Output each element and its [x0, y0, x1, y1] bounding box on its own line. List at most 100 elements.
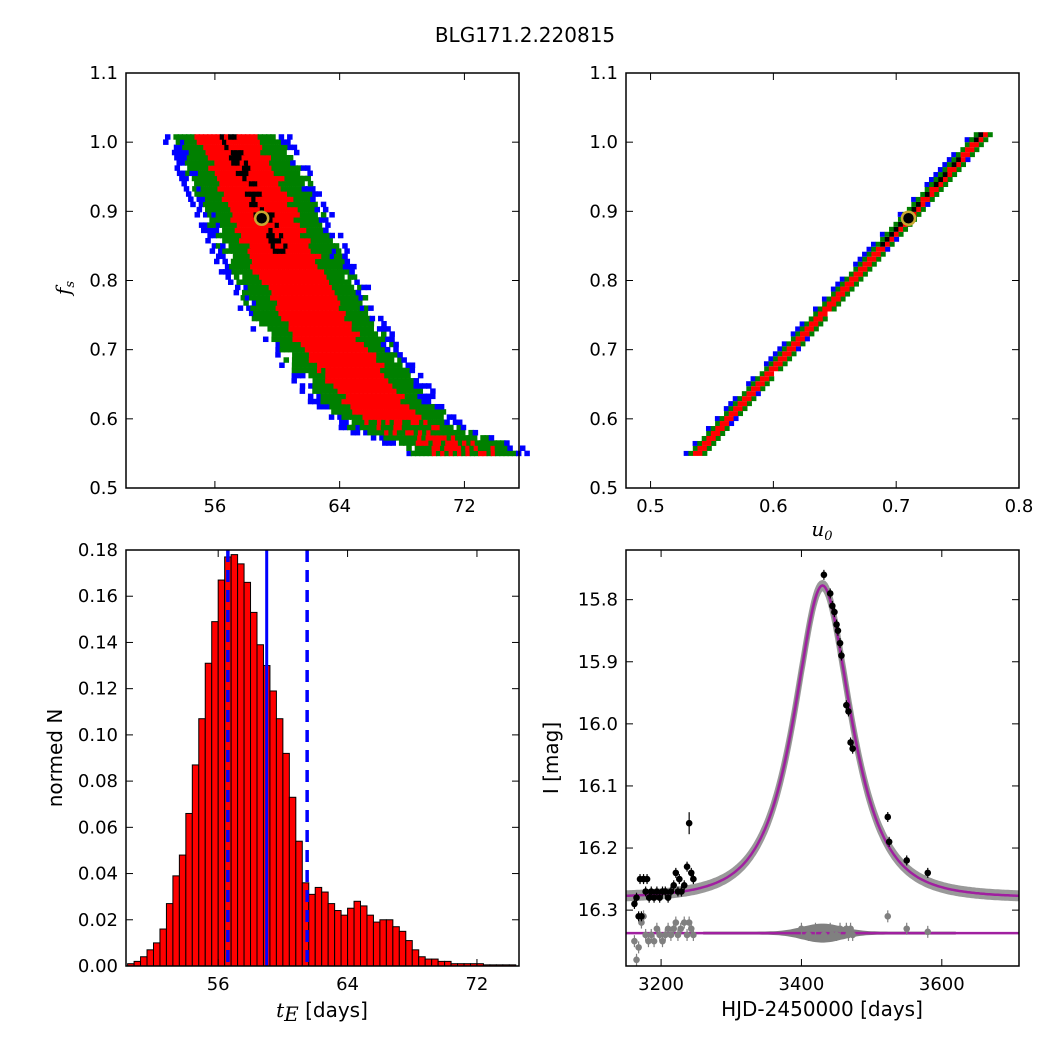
te-fs-density-cell — [302, 258, 308, 265]
te-fs-density-cell — [260, 237, 266, 244]
te-fs-density-cell — [286, 295, 293, 301]
te-fs-density-cell — [215, 191, 221, 197]
u0-fs-density-cell — [955, 152, 961, 158]
te-fs-density-cell — [220, 232, 226, 239]
te-fs-density-cell — [280, 196, 287, 202]
te-fs-density-cell — [257, 243, 264, 249]
u0-fs-density-cell — [750, 381, 756, 387]
te-fs-density-cell — [272, 206, 278, 213]
te-fs-density-cell — [450, 435, 457, 441]
te-fs-density-cell — [200, 175, 206, 182]
te-fs-density-cell — [303, 295, 310, 301]
te-fs-density-cell — [345, 398, 352, 405]
te-fs-density-cell — [504, 440, 510, 446]
te-fs-density-cell — [425, 393, 432, 400]
te-fs-density-cell — [338, 331, 345, 337]
u0-fs-density-cell — [732, 401, 738, 407]
te-fs-density-cell — [443, 424, 450, 431]
te-fs-density-cell — [405, 362, 412, 368]
te-fs-density-cell — [359, 424, 366, 431]
te-fs-density-cell — [305, 289, 311, 296]
te-fs-density-cell — [344, 300, 350, 306]
te-fs-density-cell — [265, 295, 272, 301]
u0-fs-density-cell — [840, 296, 846, 302]
te-fs-density-cell — [234, 186, 240, 192]
te-fs-density-cell — [389, 331, 395, 337]
te-fs-density-cell — [316, 279, 322, 285]
te-fs-density-cell — [274, 212, 281, 218]
te-fs-density-cell — [262, 154, 269, 161]
u0-fs-density-cell — [737, 396, 743, 402]
te-fs-density-cell — [289, 248, 296, 254]
u0-fs-density-cell — [817, 311, 823, 317]
te-fs-density-cell — [319, 269, 326, 275]
u0-fs-density-cell — [706, 435, 712, 441]
te-fs-density-cell — [251, 149, 258, 156]
te-fs-density-cell — [380, 367, 386, 374]
te-fs-density-cell — [368, 419, 375, 426]
te-fs-density-cell — [429, 414, 436, 420]
te-fs-density-cell — [204, 175, 210, 182]
te-fs-density-cell — [296, 362, 302, 368]
te-fs-density-cell — [376, 326, 383, 332]
u0-fs-density-cell — [760, 381, 766, 387]
panel-u0-fs: 0.5 0.6 0.7 0.80.50.60.70.80.91.01.1 u0 — [589, 63, 1033, 544]
te-fs-density-cell — [379, 403, 386, 410]
te-fs-density-cell — [247, 206, 253, 213]
te-fs-density-cell — [302, 284, 308, 291]
te-fs-density-cell — [322, 206, 329, 213]
te-fs-density-cell — [189, 160, 195, 166]
te-fs-density-cell — [384, 362, 390, 368]
te-fs-density-cell — [296, 352, 302, 358]
te-fs-density-cell — [397, 352, 403, 358]
te-fs-density-cell — [366, 414, 373, 420]
te-fs-density-cell — [337, 403, 344, 410]
te-fs-density-cell — [275, 154, 281, 161]
u0-fs-density-cell — [929, 181, 935, 187]
te-fs-density-cell — [259, 227, 266, 234]
te-fs-density-cell — [296, 165, 303, 171]
te-fs-density-cell — [307, 180, 314, 187]
te-fs-density-cell — [290, 269, 296, 275]
u0-fs-density-cell — [857, 256, 863, 262]
te-fs-density-cell — [274, 243, 281, 249]
te-fs-density-cell — [272, 237, 279, 244]
te-fs-density-cell — [292, 320, 299, 327]
te-histogram-ytick-label: 0.12 — [78, 679, 118, 700]
te-fs-density-cell — [364, 419, 370, 426]
te-fs-density-cell — [342, 243, 348, 249]
te-fs-density-cell — [277, 269, 284, 275]
te-fs-density-cell — [232, 134, 238, 140]
te-fs-density-cell — [280, 206, 287, 213]
te-fs-density-cell — [355, 341, 361, 348]
te-fs-density-cell — [281, 315, 287, 322]
te-fs-density-cell — [435, 445, 442, 451]
te-fs-density-cell — [266, 243, 272, 249]
te-fs-density-cell — [193, 170, 200, 177]
te-fs-density-cell — [270, 134, 276, 140]
te-fs-density-cell — [306, 206, 312, 213]
te-fs-density-cell — [287, 212, 293, 218]
u0-fs-density-cell — [835, 281, 841, 287]
te-fs-density-cell — [334, 320, 341, 327]
u0-fs-density-cell — [702, 445, 708, 451]
te-fs-density-cell — [469, 445, 475, 451]
te-fs-density-cell — [219, 180, 225, 187]
u0-fs-density-cell — [853, 281, 859, 287]
lightcurve-ytick-label: 16.1 — [578, 776, 618, 797]
te-fs-density-cell — [292, 274, 299, 280]
te-fs-density-cell — [321, 243, 327, 249]
lightcurve-model-band-lower — [626, 585, 1019, 902]
te-fs-density-cell — [277, 149, 283, 156]
te-fs-density-cell — [385, 409, 392, 415]
te-fs-density-cell — [329, 378, 335, 384]
te-fs-density-cell — [383, 393, 390, 400]
te-fs-density-cell — [309, 289, 315, 296]
te-fs-density-cell — [343, 320, 349, 327]
te-fs-density-cell — [380, 424, 387, 431]
te-fs-density-cell — [218, 269, 225, 275]
te-fs-density-cell — [209, 186, 215, 192]
te-fs-density-cell — [272, 248, 279, 254]
te-fs-density-cell — [245, 243, 251, 249]
te-fs-density-cell — [284, 331, 290, 337]
